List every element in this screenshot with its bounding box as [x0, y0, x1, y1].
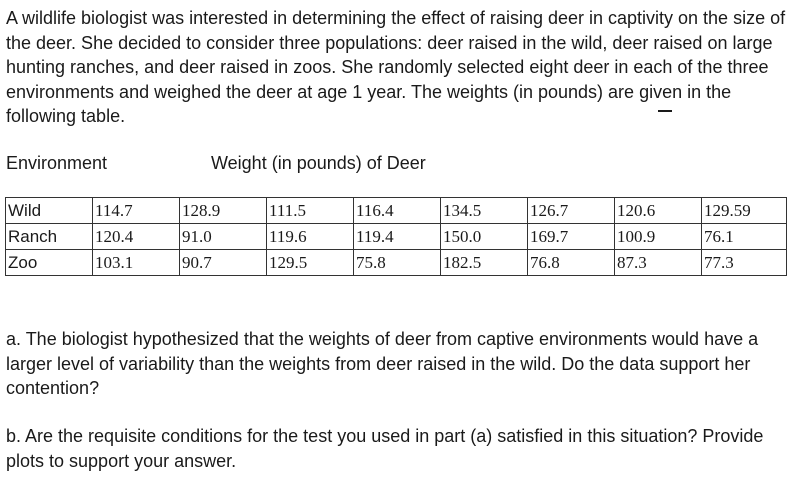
- table-cell: 150.0: [440, 223, 528, 250]
- table-cell: 111.5: [266, 197, 354, 224]
- question-part-b: b. Are the requisite conditions for the …: [6, 426, 764, 471]
- table-cell: 75.8: [353, 249, 441, 276]
- table-cell: 120.4: [92, 223, 180, 250]
- table-cell: 90.7: [179, 249, 267, 276]
- environment-header: Environment: [6, 153, 108, 173]
- table-cell: 91.0: [179, 223, 267, 250]
- problem-statement: A wildlife biologist was interested in d…: [6, 8, 786, 126]
- table-cell: 129.59: [701, 197, 787, 224]
- table-cell: 87.3: [614, 249, 702, 276]
- table-row: Zoo 103.1 90.7 129.5 75.8 182.5 76.8 87.…: [5, 249, 787, 276]
- table-cell: 182.5: [440, 249, 528, 276]
- table-cell: 100.9: [614, 223, 702, 250]
- row-label-ranch: Ranch: [5, 223, 93, 250]
- table-cell: 134.5: [440, 197, 528, 224]
- table-cell: 169.7: [527, 223, 615, 250]
- table-cell: 76.1: [701, 223, 787, 250]
- table-cell: 120.6: [614, 197, 702, 224]
- overline-mark: [658, 110, 672, 112]
- row-label-wild: Wild: [5, 197, 93, 224]
- table-cell: 76.8: [527, 249, 615, 276]
- table-cell: 103.1: [92, 249, 180, 276]
- table-cell: 129.5: [266, 249, 354, 276]
- table-cell: 126.7: [527, 197, 615, 224]
- table-cell: 77.3: [701, 249, 787, 276]
- question-part-a: a. The biologist hypothesized that the w…: [6, 329, 759, 398]
- table-cell: 116.4: [353, 197, 441, 224]
- table-cell: 119.4: [353, 223, 441, 250]
- weight-header: Weight (in pounds) of Deer: [211, 153, 426, 173]
- deer-weight-table: Wild 114.7 128.9 111.5 116.4 134.5 126.7…: [5, 197, 787, 276]
- table-row: Wild 114.7 128.9 111.5 116.4 134.5 126.7…: [5, 197, 787, 224]
- table-cell: 128.9: [179, 197, 267, 224]
- row-label-zoo: Zoo: [5, 249, 93, 276]
- table-row: Ranch 120.4 91.0 119.6 119.4 150.0 169.7…: [5, 223, 787, 250]
- table-cell: 114.7: [92, 197, 180, 224]
- table-cell: 119.6: [266, 223, 354, 250]
